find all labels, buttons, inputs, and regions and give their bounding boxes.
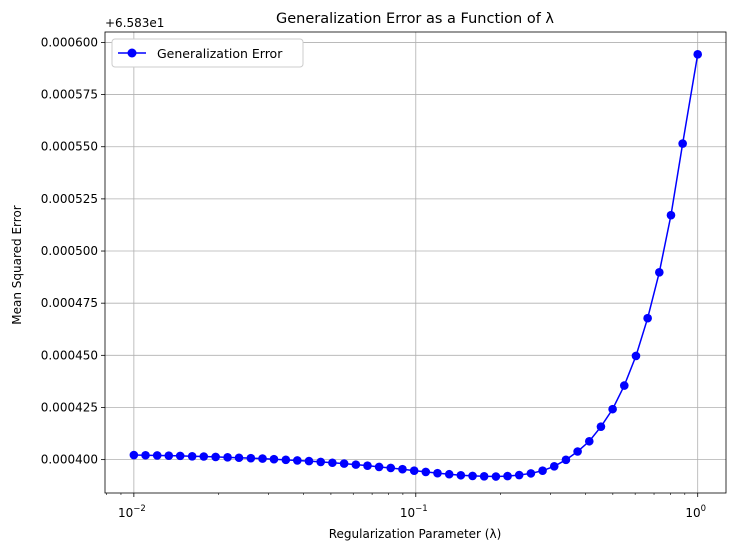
y-tick-label: 0.000500 [41,244,98,258]
data-point [386,463,396,473]
data-point [199,452,209,461]
y-tick-label: 0.000475 [41,296,98,310]
data-point [619,381,629,390]
data-point [269,454,279,464]
data-point [223,453,232,462]
data-point [561,455,571,465]
data-point [374,462,384,472]
x-tick-label: 10−1 [400,504,428,520]
data-point [596,422,606,431]
chart-title: Generalization Error as a Function of λ [276,11,554,27]
data-point [129,450,139,460]
data-point [468,471,477,481]
data-point [351,460,361,469]
data-point [258,454,267,463]
legend-label: Generalization Error [157,46,283,61]
data-point [339,459,349,468]
y-tick-label: 0.000575 [41,88,98,102]
y-tick-label: 0.000550 [41,140,98,154]
data-point [549,462,559,471]
data-point [363,461,372,470]
y-tick-label: 0.000525 [41,192,98,206]
data-point [152,451,162,460]
data-point [655,268,664,277]
data-point [693,50,702,59]
data-point [538,466,547,475]
data-point [281,455,291,465]
legend-box [111,38,304,68]
data-point [584,436,594,446]
data-point [304,456,314,466]
data-point [164,451,174,460]
data-point [666,210,676,220]
data-point [526,469,536,478]
data-point [293,456,302,465]
legend: Generalization Error [111,38,304,68]
x-axis-label: Regularization Parameter (λ) [329,527,502,541]
data-point [409,466,419,475]
data-point [398,464,407,474]
data-point [514,470,524,480]
data-point [211,452,220,462]
data-point [444,469,454,479]
data-point [246,453,256,463]
y-tick-label: 0.000425 [41,400,98,414]
y-axis-label: Mean Squared Error [10,205,24,325]
data-point [631,351,641,361]
data-point [175,451,185,461]
data-point [141,450,150,460]
data-point [316,457,326,467]
legend-marker-sample [127,48,137,58]
axes: 10−2 10−1 100 0.000400 0.000425 0.000450 0.000… [41,31,727,520]
data-point [608,404,617,414]
data-point [503,471,512,481]
data-point [234,453,244,463]
x-tick-label: 100 [685,504,706,520]
y-tick-label: 0.000400 [41,453,98,467]
y-tick-label: 0.000450 [41,348,98,362]
series-layer [129,50,702,481]
data-point [491,472,501,481]
data-point [643,313,652,323]
data-point [456,470,466,480]
y-tick-label: 0.000600 [41,35,98,49]
data-point [421,467,431,477]
x-tick-label: 10−2 [118,504,146,520]
data-point [573,447,582,456]
data-point [328,458,337,468]
data-point [678,139,687,148]
data-point [479,472,489,481]
data-point [433,468,442,478]
data-point [187,451,197,461]
y-offset-label: +6.583e1 [105,16,164,30]
grid [105,32,726,493]
